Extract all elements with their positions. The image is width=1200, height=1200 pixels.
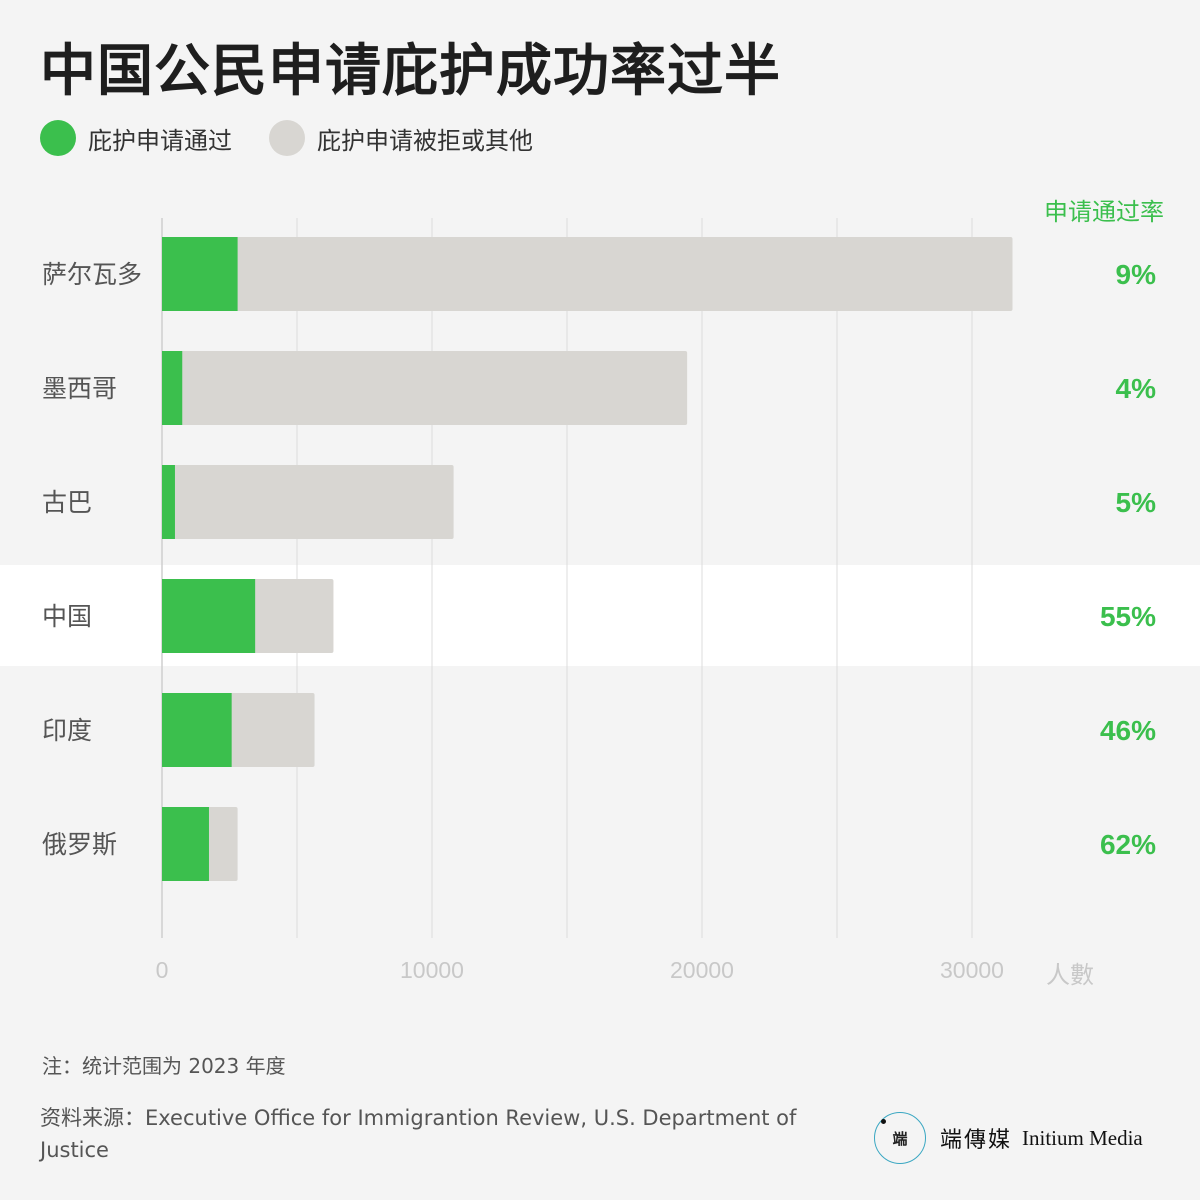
x-tick-label: 30000 <box>940 957 1004 983</box>
bar-rejected <box>162 351 688 425</box>
legend-item-rejected: 庇护申请被拒或其他 <box>269 120 533 156</box>
initium-logo: 端 端傳媒 Initium Media <box>874 1112 1143 1164</box>
source-note: 资料来源：Executive Office for Immigrantion R… <box>40 1106 797 1162</box>
rate-label: 5% <box>1116 487 1157 518</box>
legend-swatch-approved <box>40 120 76 156</box>
legend-swatch-rejected <box>269 120 305 156</box>
x-tick-label: 0 <box>156 957 169 983</box>
rate-label: 62% <box>1100 829 1156 860</box>
bar-chart: 萨尔瓦多 9% 墨西哥 4% 古巴 5% 中国 55% 印度 46% 俄罗斯 62% 0 10000 200… <box>0 218 1200 983</box>
category-label: 中国 <box>42 602 92 631</box>
rate-label: 46% <box>1100 715 1156 746</box>
bar-rejected <box>162 237 1013 311</box>
logo-name-zh: 端傳媒 <box>940 1128 1013 1153</box>
bar-approved <box>162 465 175 539</box>
rate-label: 4% <box>1116 373 1157 404</box>
rate-column-header: 申请通过率 <box>1044 198 1164 226</box>
x-tick-label: 20000 <box>670 957 734 983</box>
x-tick-label: 10000 <box>400 957 464 983</box>
logo-mark-icon: 端 <box>874 1112 926 1164</box>
x-axis-unit-label: 人數 <box>1046 961 1094 989</box>
bar-approved <box>162 693 232 767</box>
category-label: 萨尔瓦多 <box>42 260 142 289</box>
logo-name-en: Initium Media <box>1022 1125 1143 1150</box>
bar-approved <box>162 807 209 881</box>
category-label: 墨西哥 <box>42 374 117 403</box>
rate-label: 55% <box>1100 601 1156 632</box>
bar-approved <box>162 237 238 311</box>
legend-item-approved: 庇护申请通过 <box>40 120 232 156</box>
rate-label: 9% <box>1116 259 1157 290</box>
footnote: 注：统计范围为 2023 年度 <box>42 1054 286 1078</box>
category-label: 古巴 <box>42 488 92 517</box>
bar-approved <box>162 579 256 653</box>
legend-label-approved: 庇护申请通过 <box>88 126 232 155</box>
chart-title: 中国公民申请庇护成功率过半 <box>40 39 781 104</box>
bar-rejected <box>162 465 454 539</box>
bar-approved <box>162 351 183 425</box>
category-label: 俄罗斯 <box>42 830 117 859</box>
category-label: 印度 <box>42 716 92 745</box>
legend-label-rejected: 庇护申请被拒或其他 <box>317 126 533 155</box>
